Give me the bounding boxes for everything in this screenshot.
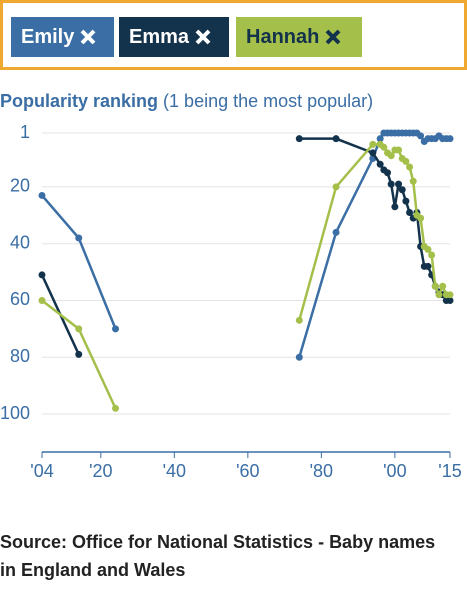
point xyxy=(75,350,83,358)
x-tick-label: '80 xyxy=(310,461,333,481)
remove-icon[interactable] xyxy=(80,29,96,45)
x-tick-label: '15 xyxy=(438,461,461,481)
point xyxy=(391,203,399,211)
point xyxy=(424,262,432,270)
source: Source: Office for National Statistics -… xyxy=(0,532,436,580)
point xyxy=(75,234,83,242)
remove-icon[interactable] xyxy=(195,29,211,45)
point xyxy=(295,353,303,361)
x-tick-label: '04 xyxy=(30,461,53,481)
tag-label: Hannah xyxy=(246,26,320,48)
point xyxy=(369,140,377,148)
point xyxy=(38,296,46,304)
point xyxy=(387,152,395,160)
subtitle: (1 being the most popular) xyxy=(163,91,373,111)
y-tick-label: 20 xyxy=(10,176,30,196)
point xyxy=(332,228,340,236)
y-tick-label: 40 xyxy=(10,232,30,252)
y-tick-label: 80 xyxy=(10,346,30,366)
point xyxy=(398,186,406,194)
point xyxy=(332,183,340,191)
point xyxy=(446,135,454,143)
point xyxy=(409,177,417,185)
y-tick-label: 100 xyxy=(0,403,30,423)
point xyxy=(395,146,403,154)
x-tick-label: '40 xyxy=(163,461,186,481)
y-tick-label: 60 xyxy=(10,289,30,309)
point xyxy=(406,163,414,171)
point xyxy=(446,291,454,299)
point xyxy=(112,404,120,412)
point xyxy=(376,135,384,143)
point xyxy=(38,271,46,279)
x-tick-label: '60 xyxy=(236,461,259,481)
chart: Popularity ranking (1 being the most pop… xyxy=(0,91,462,481)
point xyxy=(402,197,410,205)
remove-icon[interactable] xyxy=(325,29,341,45)
point xyxy=(295,316,303,324)
x-tick-label: '20 xyxy=(89,461,112,481)
point xyxy=(435,291,443,299)
tag-label: Emma xyxy=(129,26,190,48)
point xyxy=(395,180,403,188)
point xyxy=(332,135,340,143)
point xyxy=(431,282,439,290)
tag-bar: Emily Emma Hannah xyxy=(0,0,467,70)
point xyxy=(384,169,392,177)
x-tick-label: '00 xyxy=(383,461,406,481)
point xyxy=(376,160,384,168)
series-line xyxy=(298,143,450,321)
tag[interactable]: Emily xyxy=(11,17,114,57)
tag[interactable]: Emma xyxy=(119,17,229,57)
point xyxy=(439,282,447,290)
point xyxy=(369,149,377,157)
point xyxy=(406,208,414,216)
point xyxy=(424,245,432,253)
y-tick-label: 1 xyxy=(20,122,30,142)
point xyxy=(417,132,425,140)
point xyxy=(75,325,83,333)
tag[interactable]: Hannah xyxy=(236,17,362,57)
point xyxy=(380,143,388,151)
point xyxy=(387,180,395,188)
tag-label: Emily xyxy=(21,26,75,48)
point xyxy=(417,214,425,222)
point xyxy=(295,135,303,143)
point xyxy=(112,325,120,333)
point xyxy=(402,157,410,165)
chart-title: Popularity ranking (1 being the most pop… xyxy=(0,91,373,111)
point xyxy=(446,296,454,304)
title: Popularity ranking xyxy=(0,91,158,111)
point xyxy=(428,251,436,259)
point xyxy=(38,191,46,199)
